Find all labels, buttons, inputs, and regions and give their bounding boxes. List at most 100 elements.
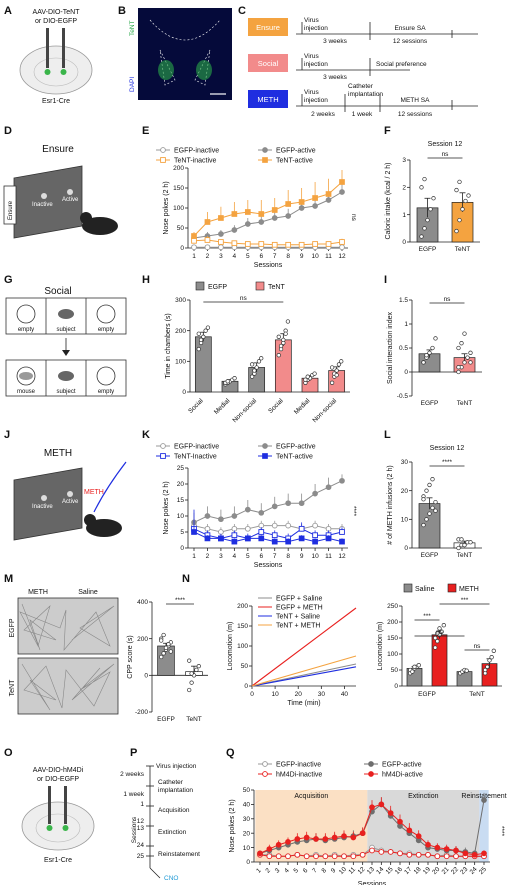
panel-letter-a: A: [4, 5, 12, 17]
chart-q-point: [294, 836, 301, 842]
cpp-trace-tent: [17, 657, 119, 715]
chart-e-x-tick-label: 1: [192, 253, 196, 260]
chart-i-y-tick-label: 0: [404, 369, 408, 376]
chart-f-title: Session 12: [428, 141, 463, 148]
top-right-label: empty: [98, 327, 114, 333]
p-num-25: 25: [137, 853, 145, 860]
chart-n2-data-point: [433, 645, 438, 650]
panel-letter-j: J: [4, 429, 10, 441]
chart-h-y-label: Time in chambers (s): [165, 313, 172, 378]
stain-label-tent: TeNT: [129, 20, 136, 36]
chart-i-significance: ns: [444, 296, 452, 303]
panel-letter-n: N: [182, 573, 190, 585]
chart-q-point: [443, 846, 450, 852]
chart-k-legend-label: EGFP-inactive: [174, 444, 219, 451]
chart-h-data-point: [312, 371, 317, 376]
chart-e-point: [298, 241, 305, 248]
chart-h-data-point: [283, 331, 288, 336]
chart-m-data-point: [161, 632, 166, 638]
chart-i-data-point: [462, 360, 467, 365]
chart-q-legend-label: EGFP-inactive: [276, 762, 321, 769]
chart-q-point: [415, 833, 422, 839]
panel-letter-g: G: [4, 274, 13, 286]
chart-k-y-tick-label: 20: [177, 481, 185, 488]
chart-e-x-tick-label: 9: [300, 253, 304, 260]
panel-letter-e: E: [142, 125, 149, 137]
chart-q-point: [369, 804, 375, 811]
chart-n2-category-label: EGFP: [418, 691, 436, 698]
chart-l-category-label: EGFP: [421, 552, 439, 559]
chart-e-point: [285, 201, 292, 207]
chart-l-y-tick-label: 10: [401, 517, 409, 524]
meth-gap2: 1 week: [352, 111, 373, 118]
chart-q-x-tick-label: 1: [255, 867, 263, 875]
chart-e-y-tick-label: 150: [173, 185, 184, 192]
chart-k-point: [231, 513, 238, 519]
chart-e-point: [312, 241, 318, 247]
cpp-trace-egfp: [17, 597, 119, 655]
chart-e-series-line: [193, 239, 343, 246]
chart-q-phase-band: [367, 790, 480, 862]
chart-e-point: [339, 239, 345, 245]
ensure-end: Ensure SA: [394, 25, 426, 32]
chart-i-category-label: TeNT: [457, 400, 473, 407]
chart-q-x-tick-label: 2: [265, 867, 273, 875]
chart-k-legend-marker: [262, 443, 268, 449]
chart-e-legend-label: EGFP-inactive: [174, 148, 219, 155]
chart-q-point: [294, 851, 301, 858]
chart-e-point: [191, 237, 197, 244]
chart-q-point: [387, 849, 394, 855]
chart-n2-y-tick-label: 200: [387, 619, 398, 626]
chart-f-category-label: TeNT: [455, 246, 471, 253]
chart-l-data-point: [433, 499, 438, 505]
chart-q-point: [341, 833, 347, 839]
panel-letter-k: K: [142, 429, 150, 441]
social-gap: 3 weeks: [323, 74, 348, 81]
chart-e-point: [244, 221, 251, 227]
chart-q-point: [443, 853, 450, 860]
chart-n2-data-point: [435, 631, 440, 636]
chart-q-point: [275, 841, 282, 848]
chart-n-legend-label: EGFP + METH: [276, 605, 323, 612]
chart-e-point: [325, 241, 332, 247]
brain-section-illustration: [19, 28, 93, 95]
chart-q-y-tick-label: 40: [243, 802, 251, 809]
chart-h-category-label: Non-social: [231, 397, 258, 424]
chart-k-point: [339, 538, 345, 545]
chart-q-phase-label: Extinction: [408, 793, 438, 800]
meth-virus: Virus: [304, 89, 319, 96]
bottom-right-label: empty: [98, 389, 114, 395]
chart-e-point: [258, 211, 265, 217]
chart-h-category-label: Social: [187, 397, 205, 415]
chart-q-point: [350, 834, 357, 841]
chart-k-point: [271, 532, 278, 539]
p-weeks2: 2 weeks: [120, 771, 145, 778]
chart-q-x-tick-label: 21: [441, 866, 451, 876]
chart-n2-legend-label: METH: [459, 586, 479, 593]
ensure-gap: 3 weeks: [323, 38, 348, 45]
chart-e-legend-marker: [160, 147, 166, 153]
chart-e-point: [258, 241, 265, 247]
chart-h-data-point: [203, 328, 208, 333]
chart-n2-data-point: [491, 648, 496, 653]
panel-letter-b: B: [118, 5, 126, 17]
chart-q-legend-marker: [262, 771, 268, 777]
chart-q-x-label: Sessions: [358, 881, 387, 885]
chart-e-point: [312, 203, 318, 209]
chart-e-point: [285, 213, 292, 219]
chart-q-point: [350, 853, 357, 860]
chart-h-legend-label: TeNT: [268, 284, 285, 291]
chart-q-y-tick-label: 20: [243, 830, 251, 837]
chart-q-legend-label: hM4Di-inactive: [276, 772, 322, 779]
p-num-13: 13: [137, 825, 145, 832]
chart-e-x-label: Sessions: [254, 262, 283, 269]
chart-k-point: [312, 538, 318, 545]
chart-h-legend-swatch: [195, 281, 205, 291]
chart-h-data-point: [196, 331, 201, 336]
chart-e-point: [298, 205, 305, 211]
chart-q-y-tick-label: 30: [243, 816, 251, 823]
chart-k-series-line: [193, 480, 343, 523]
cpp-egfp-label: EGFP: [9, 618, 16, 637]
chart-n-x-tick-label: 30: [318, 691, 326, 698]
